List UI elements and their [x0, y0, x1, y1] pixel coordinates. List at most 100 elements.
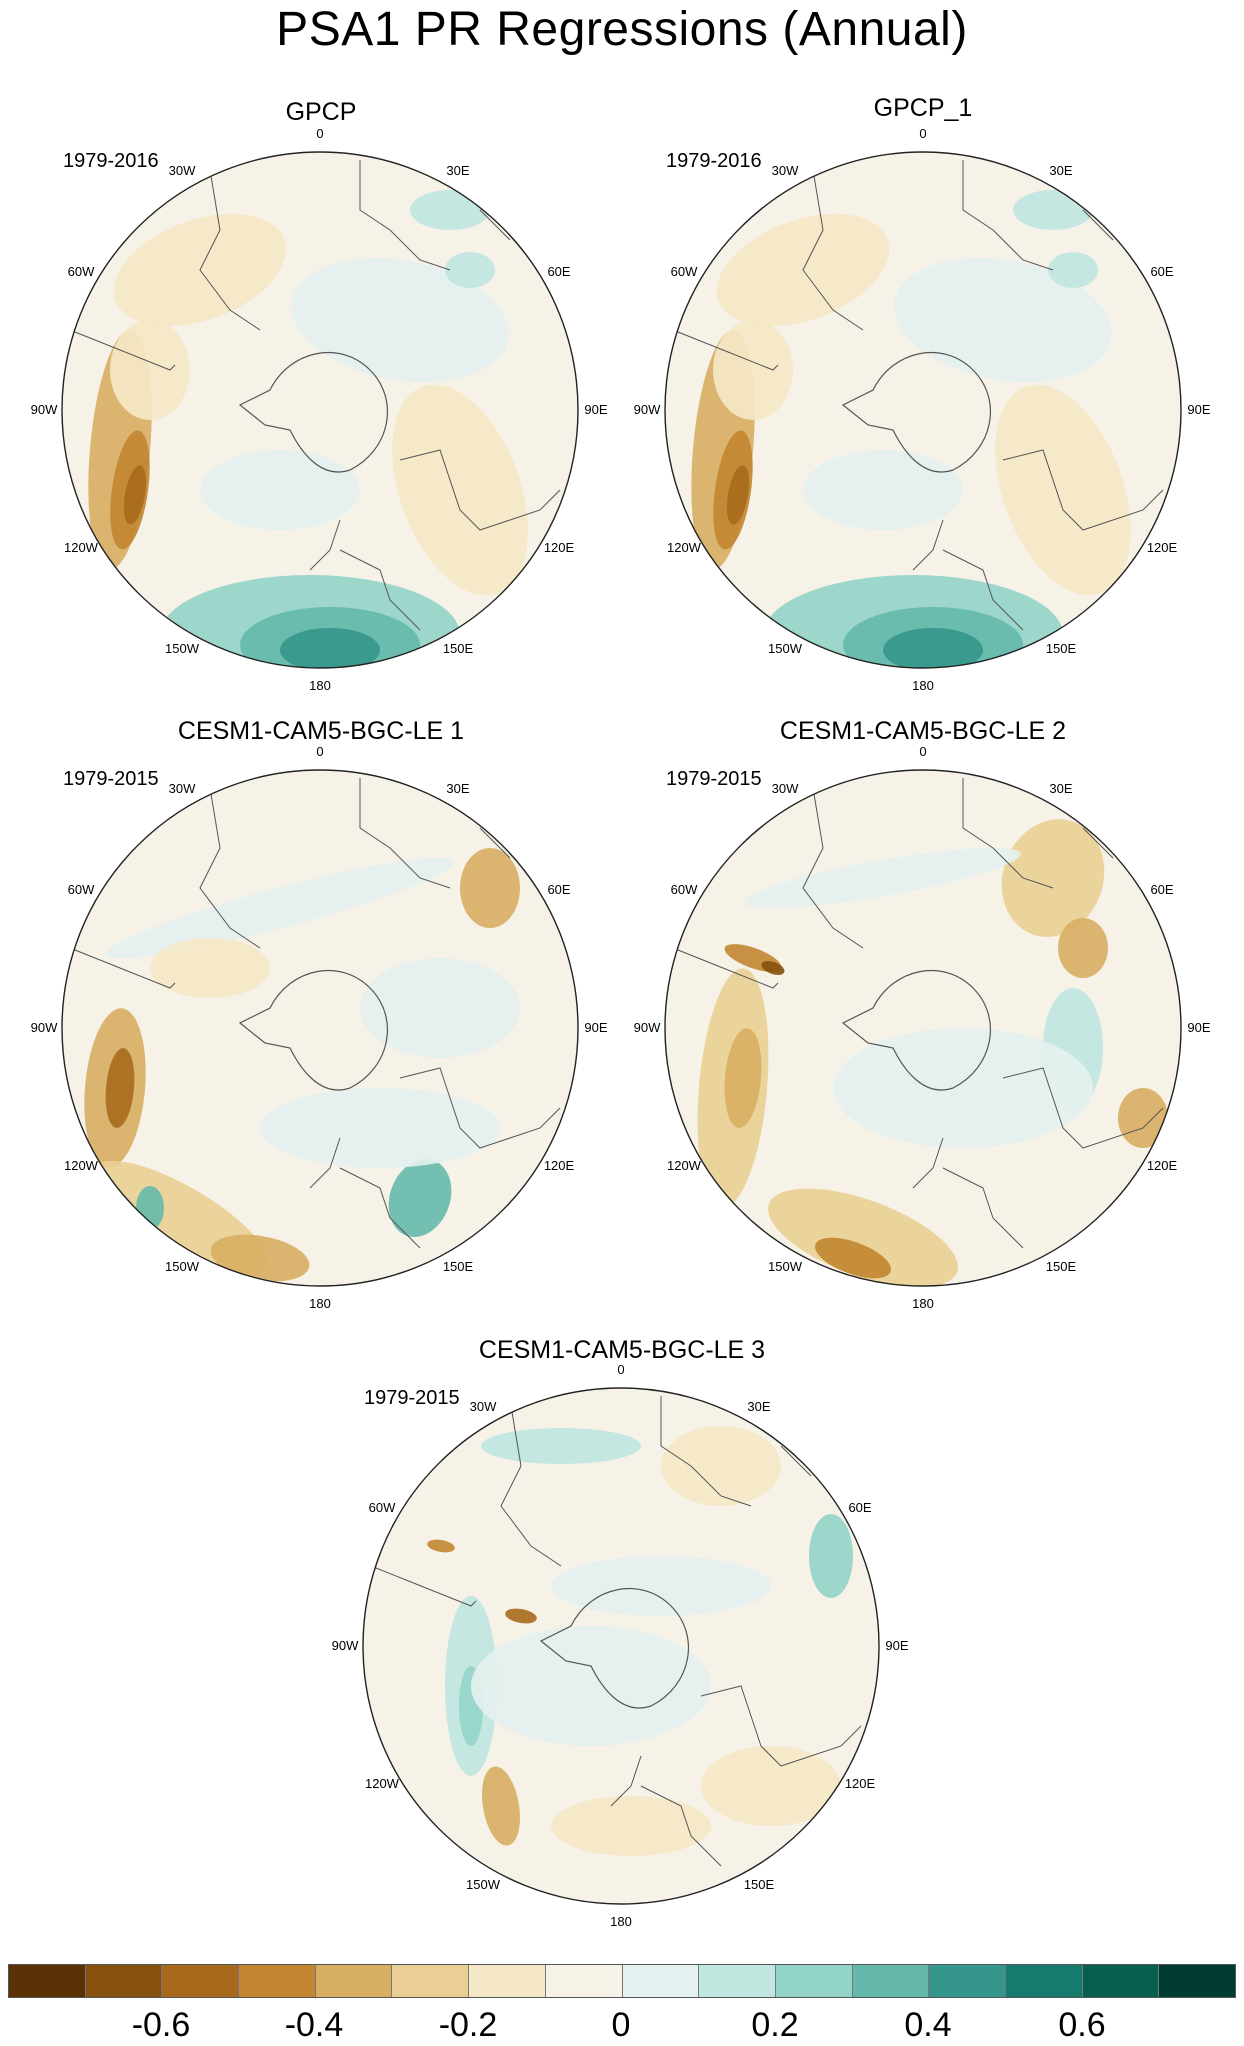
longitude-label: 90E — [584, 1020, 607, 1035]
anomaly-contour — [713, 320, 793, 420]
longitude-label: 150E — [443, 1259, 474, 1274]
polar-map-cesm-1: 0 30E 60E 90E 120E 150E 180 150W 120W 90W 60W 30W — [31, 744, 608, 1311]
longitude-label: 90E — [584, 402, 607, 417]
colorbar-swatch — [392, 1965, 470, 1997]
anomaly-contour — [661, 1426, 781, 1506]
coastline — [1002, 449, 1164, 531]
longitude-label: 150W — [165, 1259, 200, 1274]
anomaly-contour — [200, 450, 360, 530]
antarctica-coastline — [841, 970, 991, 1091]
colorbar-swatch — [239, 1965, 316, 1997]
longitude-label: 180 — [912, 678, 934, 693]
colorbar-tick-label: -0.6 — [131, 2006, 191, 2044]
longitude-label: 120W — [64, 540, 99, 555]
longitude-label: 30E — [1049, 781, 1072, 796]
longitude-label: 90E — [885, 1638, 908, 1653]
anomaly-contour — [809, 1514, 853, 1598]
anomaly-contour — [260, 1088, 500, 1168]
anomaly-contour — [1058, 918, 1108, 978]
anomaly-contour — [150, 938, 270, 998]
longitude-label: 60E — [848, 1500, 871, 1515]
coastline — [912, 519, 944, 571]
longitude-label: 0 — [919, 744, 926, 759]
panel-period-gpcp: 1979-2016 — [63, 150, 159, 172]
longitude-label: 60W — [68, 882, 95, 897]
longitude-label: 120E — [1147, 1158, 1178, 1173]
coastline — [802, 169, 864, 331]
longitude-label: 90W — [31, 1020, 58, 1035]
anomaly-contour — [280, 628, 380, 668]
anomaly-contour — [1001, 819, 1105, 937]
coastline — [309, 519, 341, 571]
colorbar-tick-label: 0.2 — [751, 2006, 799, 2044]
coastline — [802, 787, 864, 949]
colorbar-tick-label: 0 — [611, 2006, 631, 2044]
coastline — [780, 1445, 812, 1477]
map-boundary — [61, 769, 579, 1287]
colorbar-tick-label: 0.4 — [904, 2006, 952, 2044]
colorbar-swatch — [852, 1965, 930, 1997]
anomaly-contour — [105, 1048, 135, 1128]
anomaly-contour — [815, 1237, 891, 1279]
longitude-label: 60E — [547, 264, 570, 279]
longitude-label: 120W — [667, 540, 702, 555]
antarctica-coastline — [539, 1588, 689, 1709]
colorbar-swatch — [1159, 1965, 1235, 1997]
longitude-label: 60E — [547, 882, 570, 897]
colorbar-swatch — [9, 1965, 86, 1997]
coastline — [962, 160, 1054, 271]
anomaly-contour — [110, 320, 190, 420]
longitude-label: 90E — [1187, 1020, 1210, 1035]
coastline — [912, 1137, 944, 1189]
map-boundary — [362, 1387, 880, 1905]
longitude-label: 150E — [1046, 641, 1077, 656]
anomaly-contour — [745, 847, 1021, 909]
colorbar-swatch — [162, 1965, 240, 1997]
longitude-label: 30W — [470, 1399, 497, 1414]
panel-period-cesm-1: 1979-2015 — [63, 768, 159, 790]
anomaly-contour — [392, 384, 528, 596]
longitude-label: 0 — [919, 126, 926, 141]
longitude-label: 60E — [1150, 264, 1173, 279]
coastline — [69, 947, 176, 989]
map-boundary — [664, 769, 1182, 1287]
anomaly-contour — [768, 1188, 958, 1286]
longitude-label: 180 — [309, 1296, 331, 1311]
longitude-label: 0 — [617, 1362, 624, 1377]
colorbar-tick-label: -0.2 — [438, 2006, 498, 2044]
coastline — [69, 329, 176, 371]
colorbar-swatch — [699, 1965, 776, 1997]
coastline — [199, 787, 261, 949]
colorbar-swatch — [1082, 1965, 1160, 1997]
coastline — [942, 549, 1024, 631]
longitude-label: 150E — [744, 1877, 775, 1892]
longitude-label: 30E — [446, 163, 469, 178]
antarctica-coastline — [238, 970, 388, 1091]
longitude-label: 60W — [68, 264, 95, 279]
longitude-label: 30E — [747, 1399, 770, 1414]
panel-title-cesm-2: CESM1-CAM5-BGC-LE 2 — [779, 717, 1067, 745]
coastline — [1082, 209, 1114, 241]
coastline — [309, 1137, 341, 1189]
colorbar-swatch — [469, 1965, 546, 1997]
panel-period-cesm-3: 1979-2015 — [364, 1387, 460, 1409]
longitude-label: 60W — [369, 1500, 396, 1515]
panel-title-gpcp-1: GPCP_1 — [873, 94, 973, 122]
longitude-label: 120E — [544, 540, 575, 555]
anomaly-contour — [1048, 252, 1098, 288]
anomaly-contour — [701, 1746, 841, 1826]
longitude-label: 90E — [1187, 402, 1210, 417]
colorbar — [8, 1964, 1236, 1998]
panel-title-cesm-3: CESM1-CAM5-BGC-LE 3 — [478, 1336, 766, 1364]
anomaly-contour — [761, 961, 785, 975]
anomaly-contour — [551, 1796, 711, 1856]
longitude-label: 120W — [64, 1158, 99, 1173]
longitude-label: 30W — [772, 163, 799, 178]
longitude-label: 180 — [309, 678, 331, 693]
colorbar-swatch — [545, 1965, 623, 1997]
map-boundary — [61, 151, 579, 669]
anomaly-contour — [481, 1428, 641, 1464]
colorbar-tick-label: -0.4 — [284, 2006, 344, 2044]
longitude-label: 120W — [667, 1158, 702, 1173]
coastline — [640, 1785, 722, 1867]
